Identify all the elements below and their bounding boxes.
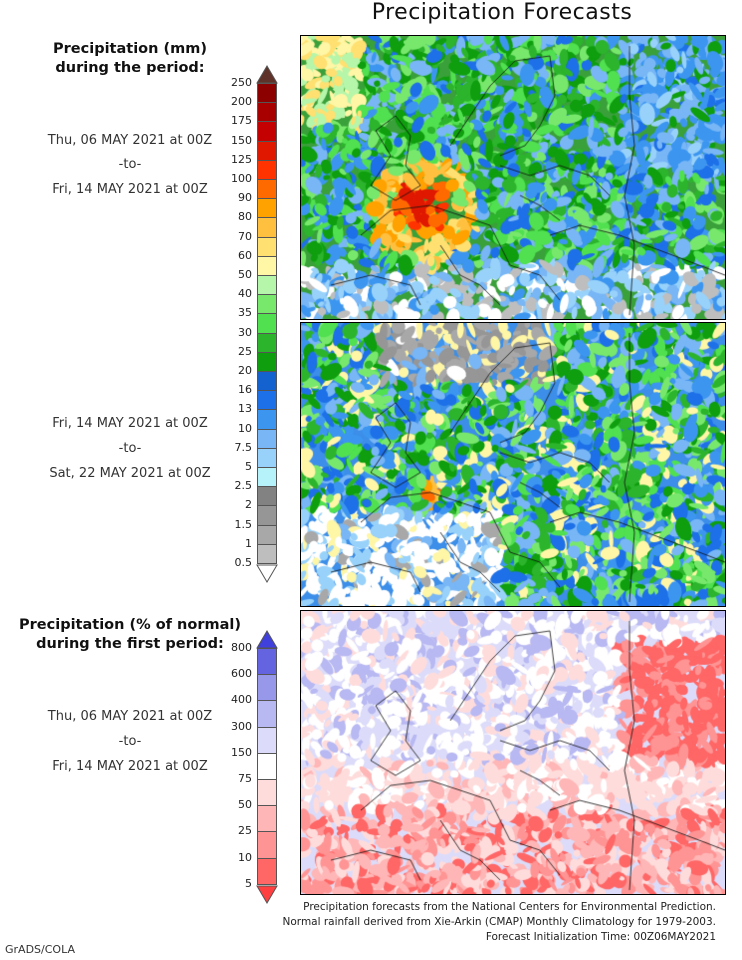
period1-from: Thu, 06 MAY 2021 at 00Z (47, 133, 213, 148)
percent_colorbar-segment (257, 674, 277, 702)
percent_colorbar-tick-label: 5 (245, 876, 252, 890)
precip_colorbar-over-triangle (256, 65, 278, 84)
percent_colorbar-segment (257, 700, 277, 728)
precip_colorbar-segment (257, 409, 277, 430)
percent_colorbar-tick-label: 10 (238, 850, 252, 864)
precip_colorbar-tick-label: 16 (238, 383, 252, 397)
precip_colorbar-tick-label: 0.5 (234, 556, 253, 569)
precip_colorbar-tick-label: 1 (245, 536, 252, 550)
percent_colorbar-segment (257, 779, 277, 807)
precip_colorbar-segment (257, 543, 277, 564)
precip_colorbar-segment (257, 140, 277, 161)
precip_colorbar-tick-label: 13 (238, 402, 252, 416)
precip_colorbar-segment (257, 524, 277, 545)
percent_colorbar-segment (257, 831, 277, 859)
percent-heading-line2: during the first period: (36, 636, 224, 652)
precip_colorbar-tick-label: 1.5 (234, 517, 253, 531)
percent_colorbar-tick-label: 400 (231, 693, 252, 707)
footer-init-time: Forecast Initialization Time: 00Z06MAY20… (485, 931, 716, 943)
precip_colorbar-tick-label: 175 (231, 114, 252, 128)
precip_colorbar-segment (257, 102, 277, 123)
precip_colorbar-segment (257, 198, 277, 219)
precip-heading: Precipitation (mm) during the period: (0, 40, 260, 78)
precip_colorbar-tick-label: 60 (238, 248, 252, 262)
precip_colorbar-tick-label: 90 (238, 191, 252, 205)
credit: GrADS/COLA (5, 943, 75, 956)
percent-heading: Precipitation (% of normal) during the f… (0, 616, 260, 654)
precip_colorbar-segment (257, 390, 277, 411)
precip-heading-line2: during the period: (55, 60, 205, 76)
precip_colorbar-tick-label: 250 (231, 76, 252, 89)
map-percent-normal (300, 610, 726, 895)
precip_colorbar-tick-label: 5 (245, 460, 252, 473)
figure-title: Precipitation Forecasts (371, 0, 633, 25)
precip_colorbar-segment (257, 486, 277, 507)
footer-source: Precipitation forecasts from the Nationa… (303, 901, 716, 913)
percent_colorbar-tick-label: 50 (238, 798, 252, 812)
precip_colorbar-segment (257, 121, 277, 142)
period3-from: Thu, 06 MAY 2021 at 00Z (47, 709, 213, 724)
precip_colorbar-tick-label: 10 (238, 421, 252, 435)
precip_colorbar-tick-label: 20 (238, 364, 252, 377)
footer-climatology: Normal rainfall derived from Xie-Arkin (… (282, 916, 716, 928)
percent_colorbar-tick-label: 150 (231, 745, 252, 759)
precip_colorbar-segment (257, 179, 277, 200)
percent_colorbar-tick-label: 600 (231, 667, 252, 681)
precip_colorbar-tick-label: 150 (231, 133, 252, 147)
precip_colorbar-segment (257, 371, 277, 392)
precip_colorbar-tick-label: 2.5 (234, 479, 253, 493)
percent-heading-line1: Precipitation (% of normal) (19, 617, 241, 633)
period3-sep: -to- (118, 734, 142, 749)
precip-heading-line1: Precipitation (mm) (53, 41, 207, 57)
precip_colorbar-tick-label: 30 (238, 325, 252, 339)
percent_colorbar-segment (257, 648, 277, 676)
precip_colorbar-tick-label: 70 (238, 229, 252, 243)
precip_colorbar-segment (257, 313, 277, 334)
precip_colorbar-segment (257, 332, 277, 353)
period1-to: Fri, 14 MAY 2021 at 00Z (52, 182, 208, 197)
percent_colorbar-tick-label: 800 (231, 641, 252, 654)
precip_colorbar-segment (257, 275, 277, 296)
precip_colorbar-segment (257, 467, 277, 488)
precip_colorbar-segment (257, 217, 277, 238)
percent_colorbar-segment (257, 726, 277, 754)
precip_colorbar-tick-label: 7.5 (234, 440, 253, 454)
percent_colorbar-segment (257, 857, 277, 885)
precip_colorbar-under-triangle (256, 564, 278, 583)
precip_colorbar-tick-label: 100 (231, 172, 252, 185)
precip_colorbar-segment (257, 255, 277, 276)
precip_colorbar-tick-label: 200 (231, 95, 252, 109)
period2-to: Sat, 22 MAY 2021 at 00Z (49, 466, 211, 481)
precip_colorbar-tick-label: 35 (238, 306, 252, 320)
precip_colorbar-segment (257, 351, 277, 372)
precip_colorbar-tick-label: 80 (238, 210, 252, 224)
precip_colorbar-tick-label: 125 (231, 152, 252, 166)
percent_colorbar-tick-label: 25 (238, 824, 252, 838)
percent_colorbar-segment (257, 805, 277, 833)
period1-sep: -to- (118, 157, 142, 172)
precip_colorbar-segment (257, 447, 277, 468)
footer: Precipitation forecasts from the Nationa… (283, 900, 716, 945)
precip_colorbar-tick-label: 25 (238, 344, 252, 358)
percent_colorbar-segment (257, 752, 277, 780)
period2-sep: -to- (118, 441, 142, 456)
map-precip-period1 (300, 35, 726, 320)
precip_colorbar-tick-label: 40 (238, 287, 252, 301)
precip_colorbar-segment (257, 294, 277, 315)
precip_colorbar-tick-label: 50 (238, 268, 252, 281)
percent_colorbar-tick-label: 300 (231, 719, 252, 733)
period3-to: Fri, 14 MAY 2021 at 00Z (52, 759, 208, 774)
percent_colorbar-tick-label: 75 (238, 772, 252, 785)
percent_colorbar-under-triangle (256, 885, 278, 904)
precip_colorbar-segment (257, 159, 277, 180)
precip_colorbar-segment (257, 428, 277, 449)
map-precip-period2 (300, 322, 726, 607)
precip_colorbar-segment (257, 505, 277, 526)
precip_colorbar-segment (257, 236, 277, 257)
period2-from: Fri, 14 MAY 2021 at 00Z (52, 416, 208, 431)
precip_colorbar-tick-label: 2 (245, 498, 252, 512)
precip_colorbar-segment (257, 83, 277, 104)
percent_colorbar-over-triangle (256, 630, 278, 649)
